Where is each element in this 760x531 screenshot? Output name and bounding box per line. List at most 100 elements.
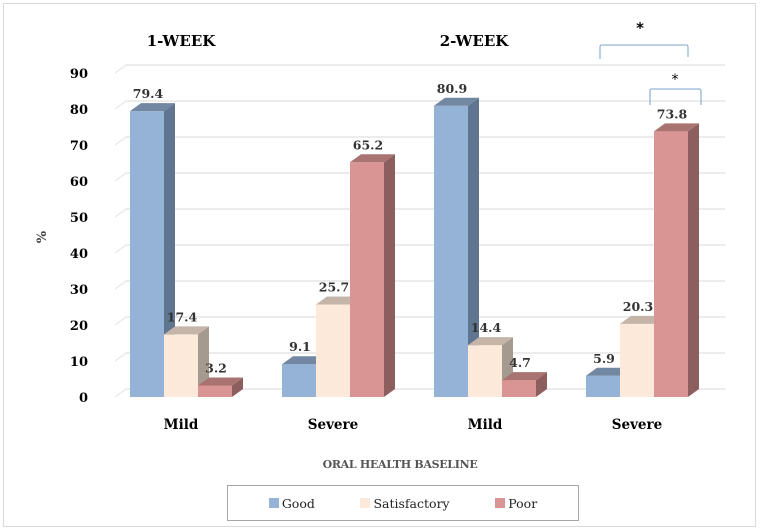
y-tick-label: 20 bbox=[70, 319, 88, 334]
y-tick-label: 60 bbox=[70, 175, 88, 190]
significance-bracket: * bbox=[649, 72, 702, 105]
bar-poor bbox=[350, 154, 395, 397]
data-labels: 79.4 17.4 3.2 9.1 25.7 65.2 80.9 14.4 4.7 5.9 20.3… bbox=[133, 81, 688, 376]
bar-front bbox=[434, 105, 468, 397]
legend-swatch-poor bbox=[495, 498, 506, 508]
bracket-line bbox=[649, 88, 702, 105]
bar-good bbox=[434, 97, 479, 397]
significance-bracket: * bbox=[599, 19, 689, 59]
legend-item-good: Good bbox=[268, 495, 315, 511]
bar-front bbox=[316, 304, 350, 397]
data-label: 79.4 bbox=[133, 86, 164, 101]
y-axis-ticks: 0 10 20 30 40 50 60 70 80 90 bbox=[70, 67, 88, 406]
category-labels: Mild Severe Mild Severe bbox=[164, 417, 663, 433]
bar-top bbox=[198, 377, 243, 386]
bar-front bbox=[130, 111, 164, 397]
gridline-depth bbox=[114, 208, 127, 218]
bar-top bbox=[164, 326, 209, 335]
bar-top bbox=[434, 97, 479, 106]
legend-label-poor: Poor bbox=[508, 495, 538, 511]
bar-front bbox=[164, 334, 198, 397]
bar-front bbox=[350, 162, 384, 397]
significance-annotations: ** bbox=[599, 19, 702, 105]
data-label: 73.8 bbox=[657, 106, 688, 121]
data-label: 3.2 bbox=[205, 360, 227, 375]
bar-side bbox=[384, 154, 395, 397]
y-tick-label: 30 bbox=[70, 283, 88, 298]
bar-front bbox=[586, 375, 620, 397]
gridline-depth bbox=[114, 352, 127, 362]
bar-good bbox=[130, 103, 175, 397]
bar-side bbox=[536, 372, 547, 397]
data-label: 20.3 bbox=[623, 299, 653, 314]
bars bbox=[130, 97, 699, 397]
bar-front bbox=[468, 345, 502, 397]
y-tick-label: 90 bbox=[70, 67, 88, 82]
bar-top bbox=[350, 154, 395, 163]
legend-swatch-good bbox=[268, 498, 279, 508]
bar-satisfactory bbox=[620, 315, 665, 397]
gridline-depth bbox=[114, 316, 127, 326]
legend-item-poor: Poor bbox=[495, 496, 537, 511]
significance-star: * bbox=[672, 72, 679, 88]
y-axis-label: % bbox=[35, 230, 50, 243]
y-tick-label: 0 bbox=[79, 391, 88, 406]
gridline-depth bbox=[114, 172, 127, 182]
bar-top bbox=[620, 315, 665, 324]
significance-star: * bbox=[636, 19, 644, 37]
bar-top bbox=[468, 337, 513, 346]
data-label: 17.4 bbox=[167, 309, 198, 324]
legend: Good Satisfactory Poor bbox=[227, 485, 579, 521]
y-tick-label: 80 bbox=[70, 103, 88, 118]
data-label: 9.1 bbox=[289, 339, 311, 354]
data-label: 14.4 bbox=[471, 320, 502, 335]
gridline-depth bbox=[114, 136, 127, 146]
gridline-depth bbox=[114, 244, 127, 254]
category-label: Mild bbox=[468, 417, 503, 433]
bar-top bbox=[282, 356, 327, 365]
data-label: 25.7 bbox=[319, 279, 349, 294]
legend-item-satisfactory: Satisfactory bbox=[360, 496, 450, 511]
bar-side bbox=[198, 326, 209, 397]
panel-title: 1-WEEK bbox=[147, 32, 217, 50]
bar-poor bbox=[502, 372, 547, 397]
bar-top bbox=[316, 296, 361, 305]
bar-top bbox=[502, 372, 547, 381]
data-label: 65.2 bbox=[353, 137, 383, 152]
gridline-depth bbox=[114, 280, 127, 290]
x-axis-label: ORAL HEALTH BASELINE bbox=[323, 458, 478, 471]
bar-top bbox=[586, 367, 631, 376]
bar-side bbox=[468, 97, 479, 397]
bar-side bbox=[164, 103, 175, 397]
category-label: Severe bbox=[308, 417, 358, 433]
panel-titles: 1-WEEK 2-WEEK bbox=[147, 32, 510, 50]
bar-poor bbox=[198, 377, 243, 397]
gridline-depth bbox=[114, 100, 127, 110]
gridline-depth bbox=[114, 388, 127, 398]
bar-top bbox=[130, 103, 175, 112]
data-label: 5.9 bbox=[593, 351, 615, 366]
legend-swatch-satisfactory bbox=[360, 498, 371, 508]
gridline-depth bbox=[114, 64, 127, 74]
y-tick-label: 70 bbox=[70, 139, 88, 154]
bar-front bbox=[198, 385, 232, 397]
bar-front bbox=[282, 364, 316, 397]
data-label: 4.7 bbox=[509, 355, 531, 370]
bar-satisfactory bbox=[164, 326, 209, 397]
category-label: Severe bbox=[612, 417, 662, 433]
bar-front bbox=[654, 131, 688, 397]
bar-side bbox=[688, 123, 699, 397]
legend-label-good: Good bbox=[281, 495, 315, 511]
bar-poor bbox=[654, 123, 699, 397]
data-label: 80.9 bbox=[437, 81, 467, 96]
category-label: Mild bbox=[164, 417, 199, 433]
bar-side bbox=[232, 377, 243, 397]
bar-front bbox=[620, 323, 654, 397]
y-tick-label: 40 bbox=[70, 247, 88, 262]
bar-top bbox=[654, 123, 699, 132]
y-tick-label: 10 bbox=[70, 355, 88, 370]
bracket-line bbox=[599, 44, 689, 59]
panel-title: 2-WEEK bbox=[440, 32, 510, 50]
y-tick-label: 50 bbox=[70, 211, 88, 226]
